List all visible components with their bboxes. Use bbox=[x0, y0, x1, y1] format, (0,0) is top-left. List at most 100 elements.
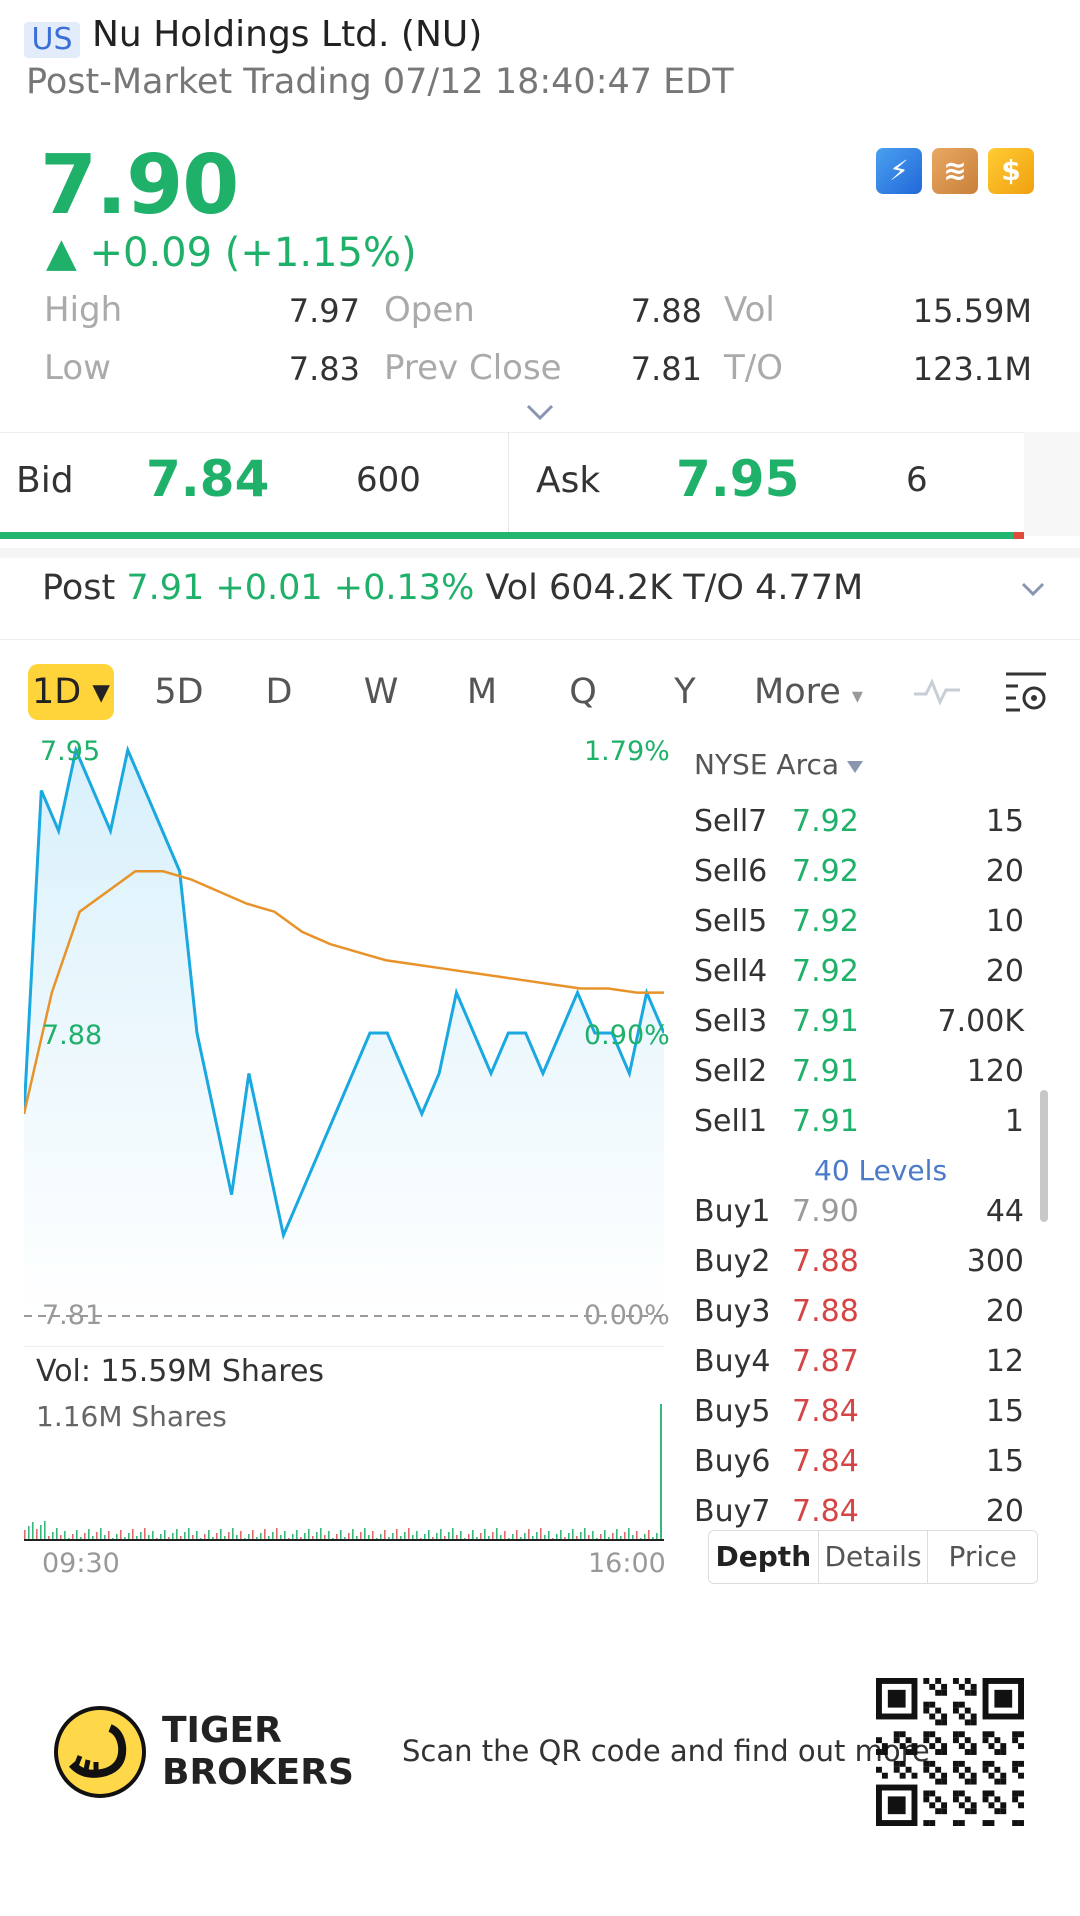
qr-code[interactable] bbox=[876, 1678, 1024, 1826]
levels-link[interactable]: 40 Levels bbox=[814, 1154, 948, 1187]
level-size: 120 bbox=[966, 1054, 1024, 1089]
buy-level-row[interactable]: Buy3 7.88 20 bbox=[694, 1294, 1024, 1344]
level-side: Buy2 bbox=[694, 1244, 771, 1279]
sell-level-row[interactable]: Sell2 7.91 120 bbox=[694, 1054, 1024, 1104]
time-end: 16:00 bbox=[588, 1548, 666, 1579]
sell-level-row[interactable]: Sell4 7.92 20 bbox=[694, 954, 1024, 1004]
sell-level-row[interactable]: Sell1 7.91 1 bbox=[694, 1104, 1024, 1154]
volume-bar bbox=[104, 1535, 106, 1540]
level-side: Buy6 bbox=[694, 1444, 771, 1479]
chevron-down-icon[interactable] bbox=[522, 398, 558, 426]
post-volume: Vol 604.2K bbox=[485, 568, 673, 608]
volume-bar bbox=[428, 1530, 430, 1540]
level-size: 15 bbox=[985, 804, 1024, 839]
chart-high-pct: 1.79% bbox=[584, 736, 670, 767]
bid-label: Bid bbox=[16, 460, 74, 501]
volume-title: Vol: 15.59M Shares bbox=[36, 1354, 325, 1389]
volume-bar bbox=[652, 1537, 654, 1540]
volume-bar bbox=[348, 1533, 350, 1540]
volume-bar bbox=[480, 1533, 482, 1540]
level-side: Sell7 bbox=[694, 804, 768, 839]
level-size: 44 bbox=[985, 1194, 1024, 1229]
tab-details[interactable]: Details bbox=[819, 1531, 929, 1583]
volume-bar bbox=[340, 1530, 342, 1540]
volume-bar bbox=[476, 1537, 478, 1540]
buy-level-row[interactable]: Buy6 7.84 15 bbox=[694, 1444, 1024, 1494]
level-side: Sell6 bbox=[694, 854, 768, 889]
level-price: 7.91 bbox=[792, 1004, 859, 1039]
brand-name-line2: BROKERS bbox=[162, 1752, 354, 1793]
tab-week[interactable]: W bbox=[363, 672, 399, 712]
volume-bar bbox=[404, 1532, 406, 1540]
tab-day[interactable]: D bbox=[265, 672, 293, 712]
tab-quarter[interactable]: Q bbox=[569, 672, 597, 712]
tab-price[interactable]: Price bbox=[948, 1540, 1017, 1573]
volume-bar bbox=[136, 1536, 138, 1540]
volume-bar bbox=[368, 1535, 370, 1540]
volume-bar bbox=[372, 1531, 374, 1540]
indicator-settings-icon[interactable] bbox=[1002, 666, 1050, 714]
volume-bar bbox=[636, 1531, 638, 1540]
sell-level-row[interactable]: Sell5 7.92 10 bbox=[694, 904, 1024, 954]
sell-level-row[interactable]: Sell6 7.92 20 bbox=[694, 854, 1024, 904]
volume-bar bbox=[604, 1530, 606, 1540]
tab-1d[interactable]: 1D ▾ bbox=[28, 664, 114, 720]
buy-level-row[interactable]: Buy5 7.84 15 bbox=[694, 1394, 1024, 1444]
volume-bar bbox=[172, 1533, 174, 1540]
chevron-down-icon[interactable] bbox=[1018, 574, 1048, 604]
line-chart-icon[interactable] bbox=[912, 670, 962, 710]
intraday-price-chart[interactable] bbox=[24, 730, 664, 1330]
volume-bar bbox=[556, 1534, 558, 1540]
volume-bar bbox=[656, 1533, 658, 1540]
volume-bar bbox=[228, 1532, 230, 1540]
caret-down-icon[interactable] bbox=[846, 760, 864, 774]
volume-bar bbox=[80, 1537, 82, 1540]
volume-bar bbox=[456, 1535, 458, 1540]
post-label: Post bbox=[42, 568, 116, 608]
volume-bar bbox=[292, 1534, 294, 1540]
scrollbar[interactable] bbox=[1040, 1090, 1048, 1222]
stack-icon[interactable]: ≋ bbox=[932, 148, 978, 194]
tab-5d[interactable]: 5D bbox=[154, 672, 204, 712]
volume-bar bbox=[268, 1536, 270, 1540]
tab-more[interactable]: More ▾ bbox=[754, 672, 863, 712]
volume-bar bbox=[648, 1530, 650, 1540]
exchange-selector[interactable]: NYSE Arca bbox=[694, 748, 840, 781]
volume-bar bbox=[96, 1532, 98, 1540]
volume-bar bbox=[180, 1536, 182, 1540]
volume-bar bbox=[176, 1529, 178, 1540]
sell-level-row[interactable]: Sell7 7.92 15 bbox=[694, 804, 1024, 854]
buy-level-row[interactable]: Buy7 7.84 20 bbox=[694, 1494, 1024, 1544]
tab-month[interactable]: M bbox=[466, 672, 498, 712]
volume-value: 15.59M bbox=[912, 292, 1032, 330]
volume-bar bbox=[216, 1533, 218, 1540]
volume-bar bbox=[124, 1537, 126, 1540]
bid-ask-edge bbox=[1024, 432, 1080, 536]
market-tag: US bbox=[24, 22, 80, 58]
lightning-icon[interactable]: ⚡ bbox=[876, 148, 922, 194]
volume-bar bbox=[116, 1534, 118, 1540]
volume-bar bbox=[56, 1528, 58, 1540]
buy-level-row[interactable]: Buy4 7.87 12 bbox=[694, 1344, 1024, 1394]
volume-bar bbox=[408, 1528, 410, 1540]
tab-year[interactable]: Y bbox=[674, 672, 696, 712]
tab-depth[interactable]: Depth bbox=[709, 1531, 819, 1583]
level-price: 7.91 bbox=[792, 1054, 859, 1089]
volume-bar bbox=[516, 1530, 518, 1540]
volume-bar bbox=[396, 1529, 398, 1540]
buy-level-row[interactable]: Buy1 7.90 44 bbox=[694, 1194, 1024, 1244]
volume-bar bbox=[572, 1529, 574, 1540]
volume-bar bbox=[232, 1528, 234, 1540]
volume-bar bbox=[576, 1536, 578, 1540]
chart-low-pct: 0.00% bbox=[584, 1300, 670, 1331]
stock-name: Nu Holdings Ltd. (NU) bbox=[92, 14, 483, 55]
dollar-icon[interactable]: $ bbox=[988, 148, 1034, 194]
sell-level-row[interactable]: Sell3 7.91 7.00K bbox=[694, 1004, 1024, 1054]
post-market-row[interactable] bbox=[0, 548, 1080, 640]
chart-mid-label: 7.88 bbox=[42, 1020, 103, 1051]
buy-level-row[interactable]: Buy2 7.88 300 bbox=[694, 1244, 1024, 1294]
level-side: Buy4 bbox=[694, 1344, 771, 1379]
level-price: 7.92 bbox=[792, 854, 859, 889]
volume-bar bbox=[660, 1404, 662, 1540]
level-size: 12 bbox=[985, 1344, 1024, 1379]
